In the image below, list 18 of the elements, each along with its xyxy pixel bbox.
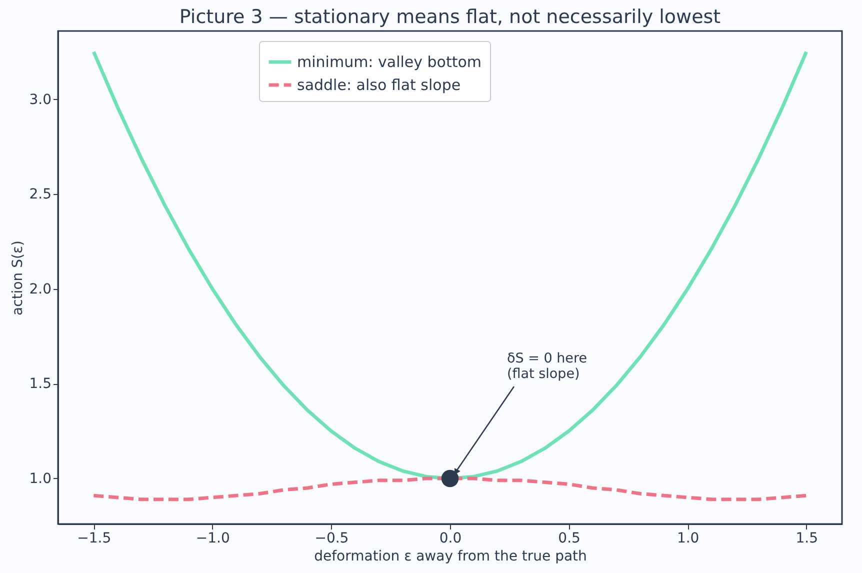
x-tick-label: −1.5 (77, 530, 112, 546)
x-tick-label: 1.0 (676, 530, 700, 546)
y-tick-label: 3.0 (29, 92, 52, 108)
y-axis-title: action S(ε) (10, 240, 26, 316)
legend-label: saddle: also flat slope (297, 76, 461, 94)
y-tick-label: 2.0 (29, 281, 52, 298)
x-axis-title: deformation ε away from the true path (314, 548, 587, 564)
x-tick-label: 1.5 (796, 530, 818, 546)
x-tick-label: −0.5 (314, 530, 349, 546)
y-tick-label: 2.5 (29, 186, 52, 203)
chart-title: Picture 3 — stationary means flat, not necessarily lowest (179, 6, 721, 28)
x-tick-label: 0.5 (558, 530, 580, 546)
y-tick-label: 1.0 (29, 470, 52, 487)
x-tick-label: 0.0 (439, 530, 462, 546)
y-tick-label: 1.5 (29, 376, 52, 392)
x-tick-label: −1.0 (196, 530, 230, 546)
annotation: δS = 0 here (flat slope) (507, 350, 588, 382)
legend-label: minimum: valley bottom (297, 53, 482, 71)
